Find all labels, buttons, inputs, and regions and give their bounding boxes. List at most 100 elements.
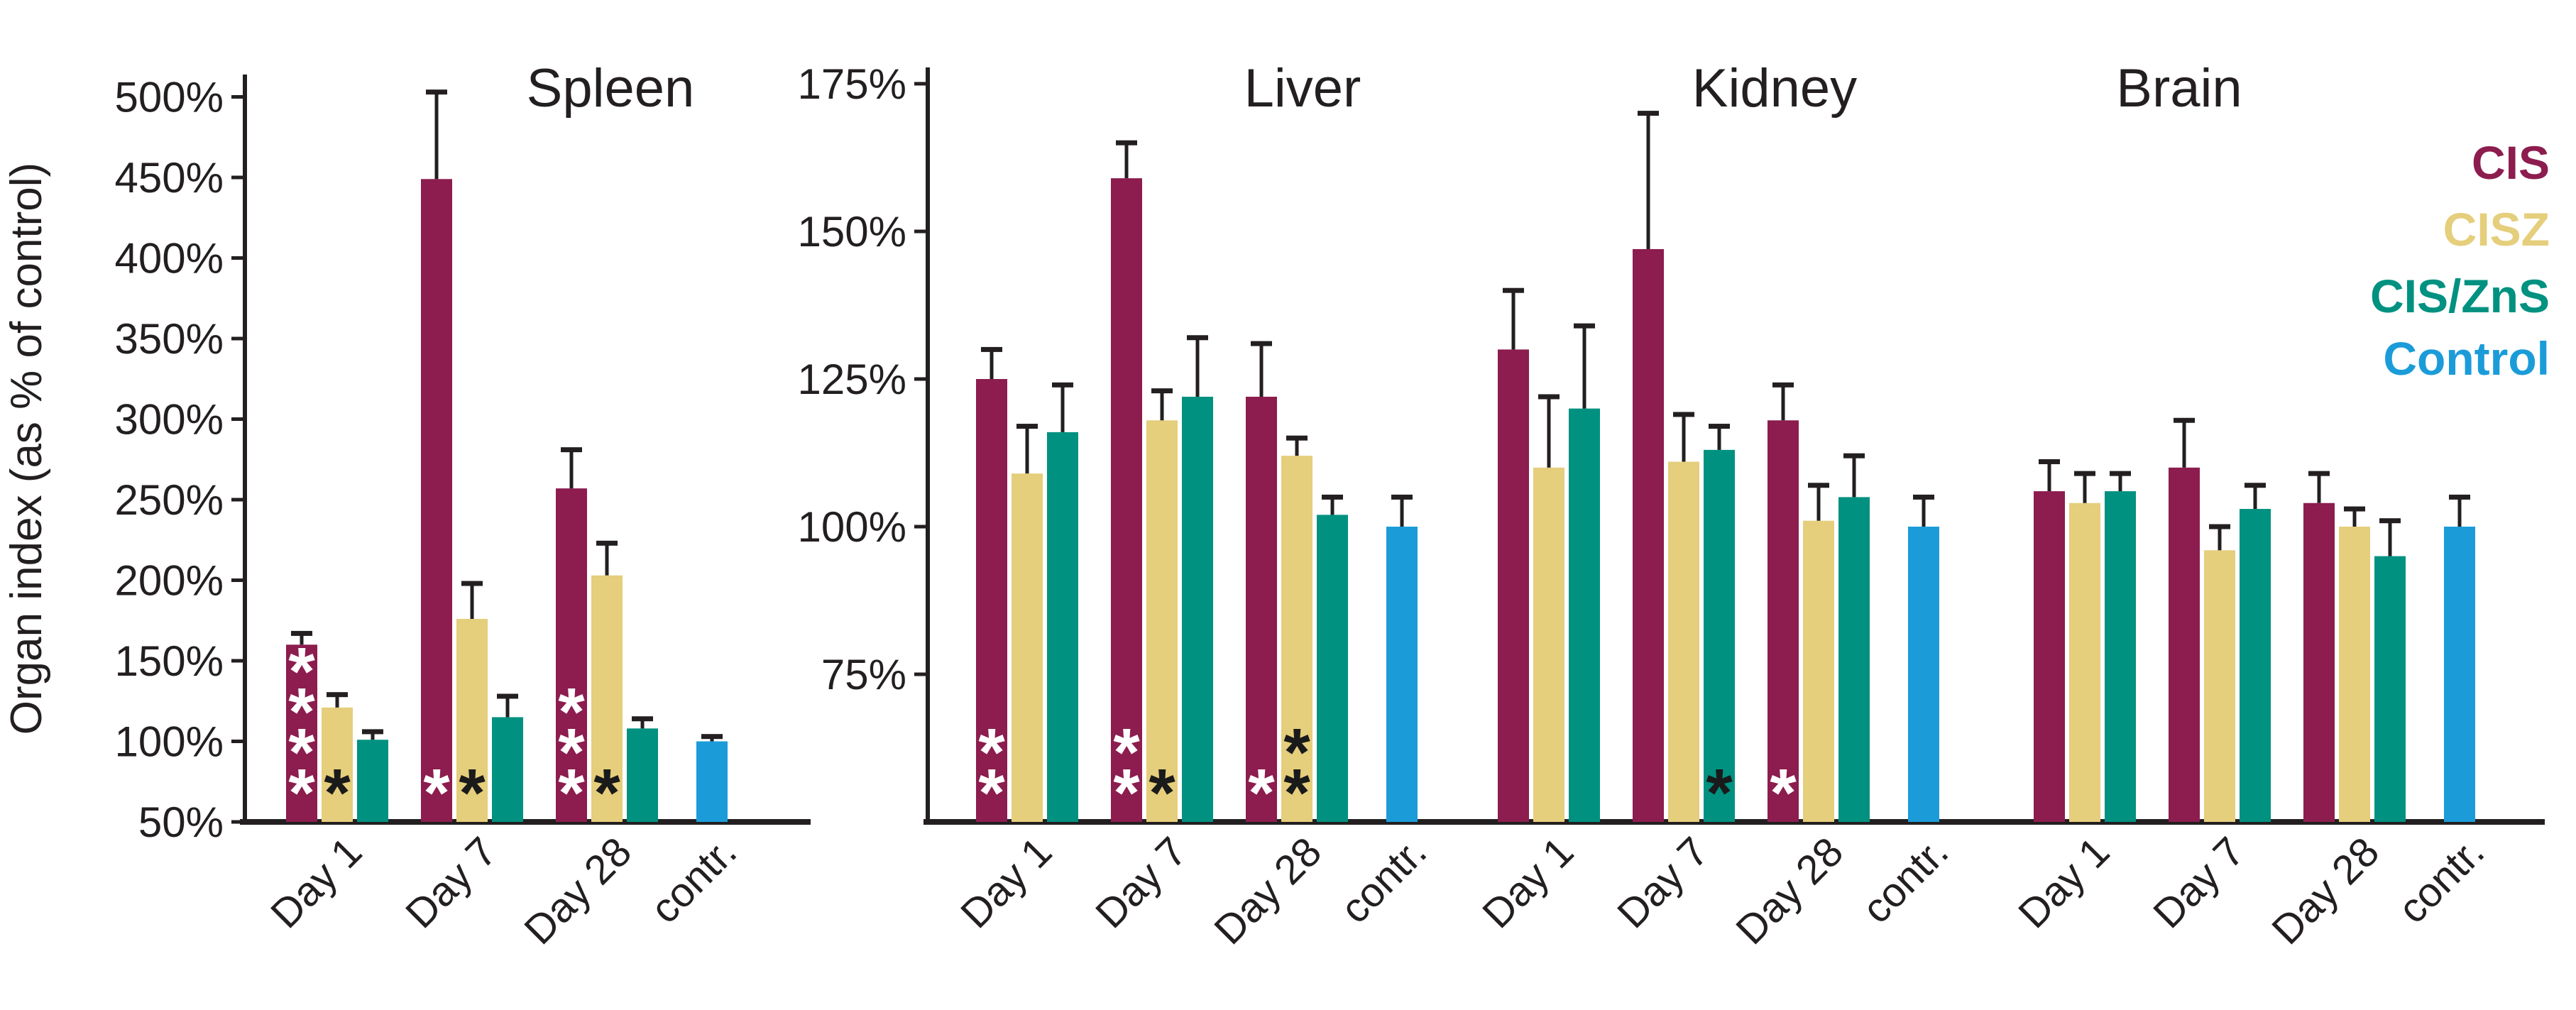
error-bar-cap: [1286, 435, 1308, 441]
error-bar-cap: [1709, 424, 1730, 429]
error-bar-cap: [1016, 424, 1038, 429]
bar-spleen-Day1-CIS: [286, 644, 317, 822]
error-bar-cap: [1772, 382, 1794, 388]
error-bar-cap: [2039, 459, 2060, 464]
bar-kidney-contr-Control: [1908, 527, 1939, 822]
legend-entry-ciszns: CIS/ZnS: [2370, 270, 2550, 322]
left-axis-tick-label: 150%: [115, 637, 224, 685]
left-axis-tick-label: 200%: [115, 557, 224, 605]
bar-kidney-Day7-CISZnS: [1704, 449, 1735, 822]
significance-marker: *: [593, 755, 620, 831]
left-axis-tick: [231, 95, 245, 99]
error-bar-stem: [1400, 497, 1404, 527]
error-bar-cap: [701, 734, 723, 740]
error-bar-cap: [596, 540, 618, 546]
error-bar-stem: [1922, 497, 1926, 527]
legend-entry-cisz: CISZ: [2443, 203, 2550, 256]
error-bar-stem: [1646, 113, 1650, 249]
error-bar-cap: [497, 693, 518, 699]
right-axis-tick-label: 175%: [798, 60, 906, 108]
significance-marker: *: [978, 715, 1005, 791]
bar-kidney-Day28-CISZ: [1803, 520, 1834, 822]
right-axis-tick-label: 125%: [798, 356, 906, 403]
error-bar-cap: [1638, 111, 1659, 116]
significance-marker: *: [324, 755, 351, 831]
error-bar-cap: [2174, 417, 2195, 423]
error-bar-cap: [2379, 518, 2401, 524]
error-bar-stem: [2253, 485, 2257, 510]
bar-brain-Day28-CISZ: [2339, 527, 2370, 822]
error-bar-stem: [990, 349, 994, 379]
error-bar-cap: [2308, 471, 2330, 476]
error-bar-stem: [434, 92, 439, 180]
error-bar-cap: [1391, 494, 1413, 500]
error-bar-stem: [1295, 438, 1299, 456]
left-axis-tick: [231, 175, 245, 180]
left-axis-tick-label: 250%: [115, 476, 224, 524]
error-bar-stem: [2218, 527, 2222, 551]
significance-marker: *: [558, 755, 585, 831]
significance-marker: *: [1706, 755, 1733, 831]
error-bar-stem: [605, 543, 609, 576]
significance-marker: *: [1283, 715, 1310, 791]
error-bar-cap: [1052, 382, 1073, 388]
error-bar-cap: [2449, 494, 2470, 500]
error-bar-stem: [1160, 390, 1164, 421]
error-bar-cap: [1673, 412, 1694, 417]
left-axis-tick: [231, 417, 245, 421]
y-axis-title: Organ index (as % of control): [2, 163, 51, 735]
right-axis-tick: [914, 672, 928, 676]
error-bar-stem: [1717, 426, 1721, 450]
significance-marker: *: [288, 674, 315, 750]
bar-spleen-Day28-CISZnS: [627, 728, 658, 822]
left-axis-tick-label: 350%: [115, 315, 224, 363]
bar-brain-Day7-CIS: [2169, 467, 2200, 822]
error-bar-cap: [2344, 506, 2365, 512]
bar-liver-Day7-CISZ: [1146, 420, 1178, 822]
left-axis-tick: [231, 740, 245, 743]
error-bar-cap: [1251, 341, 1272, 346]
error-bar-cap: [327, 692, 348, 698]
bar-spleen-Day1-CISZnS: [357, 740, 388, 822]
error-bar-cap: [632, 716, 653, 722]
error-bar-stem: [1511, 290, 1516, 350]
bar-brain-Day28-CIS: [2303, 503, 2335, 822]
significance-marker: *: [423, 755, 450, 831]
error-bar-cap: [1151, 388, 1173, 394]
error-bar-stem: [1195, 337, 1200, 397]
bar-liver-contr-Control: [1386, 527, 1418, 822]
right-axis-tick: [914, 229, 928, 234]
error-bar-cap: [1574, 323, 1595, 329]
bar-liver-Day28-CIS: [1246, 396, 1277, 822]
left-axis-tick-label: 500%: [115, 74, 224, 121]
error-bar-cap: [1322, 494, 1343, 500]
significance-marker: *: [1248, 755, 1275, 831]
error-bar-cap: [1538, 394, 1560, 400]
error-bar-stem: [470, 583, 474, 619]
legend-entry-cis: CIS: [2472, 136, 2550, 189]
right-axis-tick: [914, 525, 928, 529]
error-bar-stem: [1582, 326, 1586, 409]
significance-marker: *: [459, 755, 486, 831]
bar-spleen-Day7-CISZ: [456, 618, 488, 822]
bar-kidney-Day1-CIS: [1498, 349, 1529, 822]
bar-kidney-Day7-CISZ: [1668, 461, 1699, 822]
significance-marker: *: [558, 674, 585, 750]
error-bar-cap: [291, 630, 312, 636]
left-y-axis-line: [243, 75, 247, 824]
left-axis-tick-label: 450%: [115, 154, 224, 202]
error-bar-cap: [362, 729, 383, 735]
bar-liver-Day7-CIS: [1111, 178, 1142, 822]
left-axis-tick: [231, 498, 245, 502]
error-bar-stem: [2457, 497, 2462, 527]
left-axis-tick-label: 300%: [115, 396, 224, 444]
left-axis-tick-label: 100%: [115, 718, 224, 766]
error-bar-stem: [1781, 385, 1785, 421]
bar-spleen-Day7-CIS: [421, 179, 452, 822]
error-bar-stem: [1025, 426, 1029, 474]
bar-brain-Day28-CISZnS: [2374, 556, 2406, 822]
bar-liver-Day1-CIS: [976, 379, 1007, 822]
significance-marker: *: [558, 715, 585, 791]
right-axis-tick-label: 150%: [798, 208, 906, 256]
